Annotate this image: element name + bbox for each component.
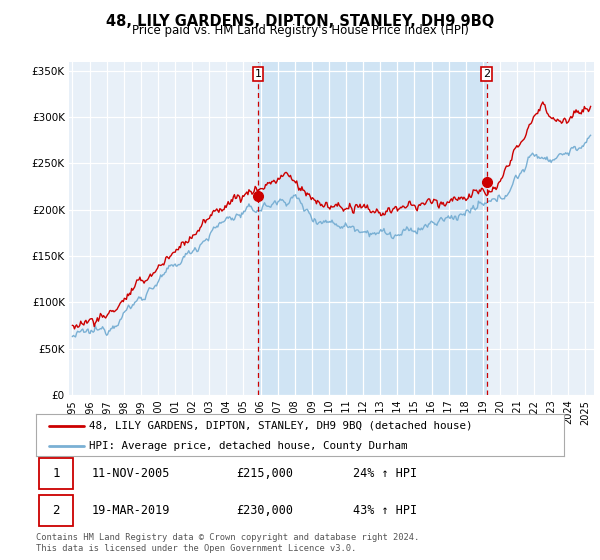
FancyBboxPatch shape bbox=[38, 495, 73, 526]
Text: £230,000: £230,000 bbox=[236, 504, 293, 517]
Text: Price paid vs. HM Land Registry's House Price Index (HPI): Price paid vs. HM Land Registry's House … bbox=[131, 24, 469, 37]
Bar bbox=[259, 62, 487, 395]
Text: 48, LILY GARDENS, DIPTON, STANLEY, DH9 9BQ: 48, LILY GARDENS, DIPTON, STANLEY, DH9 9… bbox=[106, 14, 494, 29]
Text: 24% ↑ HPI: 24% ↑ HPI bbox=[353, 467, 417, 480]
Text: £215,000: £215,000 bbox=[236, 467, 293, 480]
Text: 2: 2 bbox=[483, 69, 490, 79]
Text: 48, LILY GARDENS, DIPTON, STANLEY, DH9 9BQ (detached house): 48, LILY GARDENS, DIPTON, STANLEY, DH9 9… bbox=[89, 421, 472, 431]
Text: 2: 2 bbox=[52, 504, 60, 517]
FancyBboxPatch shape bbox=[38, 458, 73, 489]
Text: 11-NOV-2005: 11-NOV-2005 bbox=[91, 467, 170, 480]
Text: 43% ↑ HPI: 43% ↑ HPI bbox=[353, 504, 417, 517]
Text: Contains HM Land Registry data © Crown copyright and database right 2024.
This d: Contains HM Land Registry data © Crown c… bbox=[36, 533, 419, 553]
Text: HPI: Average price, detached house, County Durham: HPI: Average price, detached house, Coun… bbox=[89, 441, 407, 451]
Text: 19-MAR-2019: 19-MAR-2019 bbox=[91, 504, 170, 517]
Text: 1: 1 bbox=[52, 467, 60, 480]
Text: 1: 1 bbox=[255, 69, 262, 79]
